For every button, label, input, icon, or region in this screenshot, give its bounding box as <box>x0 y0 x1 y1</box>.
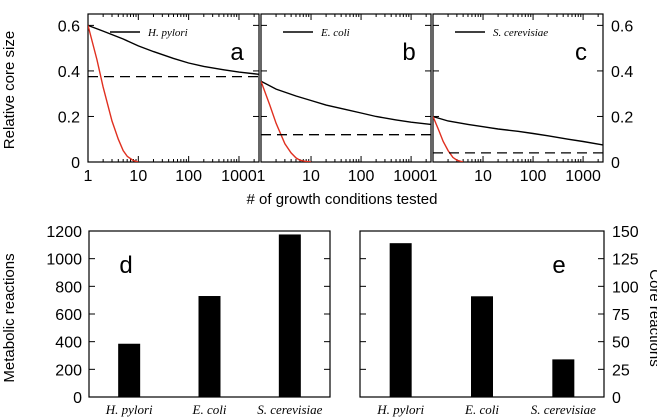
y-tick-label: 0.6 <box>58 18 80 35</box>
x-tick-label: 1000 <box>565 168 601 185</box>
y-tick-label: 100 <box>612 279 639 296</box>
x-tick-label: 10 <box>474 168 492 185</box>
series-line <box>261 80 431 126</box>
x-tick-label: 100 <box>520 168 547 185</box>
y-tick-label: 0.4 <box>58 64 80 81</box>
bar <box>278 234 301 397</box>
bar <box>118 343 141 397</box>
top-x-axis-title: # of growth conditions tested <box>247 191 438 208</box>
red-decay-line <box>261 80 312 162</box>
y-tick-label: 0 <box>611 155 620 172</box>
panel-e: 0 25 50 75 100 125 150 H. pylori E. coli S. cerev… <box>359 224 639 417</box>
top-y-axis-title: Relative core size <box>1 31 18 149</box>
panel-letter: d <box>119 252 132 279</box>
legend-label: S. cerevisiae <box>493 27 548 39</box>
y-tick-label: 25 <box>612 362 630 379</box>
bar <box>389 243 412 397</box>
x-tick-label: 1 <box>257 168 266 185</box>
panel-letter: b <box>402 39 415 66</box>
y-tick-label: 800 <box>55 279 82 296</box>
y-tick-label: 0.2 <box>58 109 80 126</box>
x-tick-label: 1000 <box>221 168 257 185</box>
y-tick-label: 50 <box>612 335 630 352</box>
x-tick-label: 1 <box>84 168 93 185</box>
y-tick-label: 400 <box>55 335 82 352</box>
category-label: S. cerevisiae <box>531 402 596 417</box>
panel-letter: a <box>230 39 244 66</box>
x-tick-label: 100 <box>175 168 202 185</box>
bar <box>198 296 221 397</box>
panel-d: 0 200 400 600 800 1000 1200 H. pylori E. coli S. … <box>46 224 331 417</box>
y-tick-label: 150 <box>612 224 639 241</box>
category-label: E. coli <box>192 402 227 417</box>
y-tick-label: 0 <box>71 155 80 172</box>
bottom-left-y-axis-title: Metabolic reactions <box>1 253 18 382</box>
y-tick-label: 0 <box>612 390 621 407</box>
category-label: S. cerevisiae <box>257 402 322 417</box>
category-label: H. pylori <box>376 402 424 417</box>
y-tick-label: 0 <box>73 390 82 407</box>
y-tick-label: 75 <box>612 307 630 324</box>
x-tick-label: 10 <box>302 168 320 185</box>
panel-b: 1 10 100 1000 E. coli b <box>257 13 432 185</box>
y-tick-label: 0.6 <box>611 18 633 35</box>
category-label: H. pylori <box>105 402 153 417</box>
y-tick-label: 1200 <box>46 224 82 241</box>
y-tick-label: 1000 <box>46 252 82 269</box>
panel-letter: e <box>552 252 565 279</box>
series-line <box>88 24 259 75</box>
y-tick-label: 125 <box>612 252 639 269</box>
panel-a: 1 10 100 1000 0 0.2 0.4 0.6 H. pylori a <box>58 13 260 185</box>
x-tick-label: 1000 <box>393 168 429 185</box>
legend-label: H. pylori <box>147 27 188 39</box>
bar <box>471 296 493 397</box>
x-tick-label: 1 <box>429 168 438 185</box>
series-line <box>433 115 603 146</box>
y-tick-label: 200 <box>55 362 82 379</box>
x-tick-label: 100 <box>348 168 375 185</box>
x-tick-label: 10 <box>129 168 147 185</box>
panel-c: 1 10 100 1000 0 0.2 0.4 0.6 S. cerevisiae c <box>429 13 633 185</box>
y-tick-label: 0.2 <box>611 109 633 126</box>
category-label: E. coli <box>464 402 499 417</box>
legend-label: E. coli <box>320 27 350 39</box>
panel-letter: c <box>575 39 587 66</box>
y-tick-label: 0.4 <box>611 64 633 81</box>
red-decay-line <box>433 116 464 162</box>
bottom-right-y-axis-title: Core reactions <box>646 269 657 367</box>
red-decay-line <box>88 25 139 162</box>
y-tick-label: 600 <box>55 307 82 324</box>
bar <box>552 359 575 397</box>
